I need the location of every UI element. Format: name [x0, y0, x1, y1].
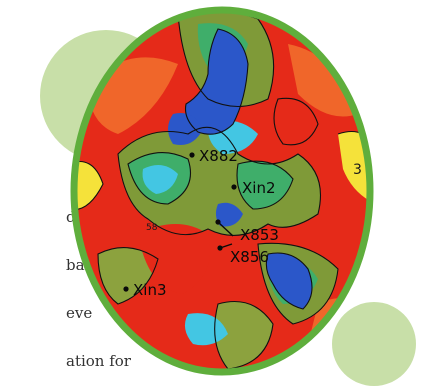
well-label-x853: X853 — [240, 226, 279, 244]
attribute-map-svg: X882 Xin2 X853 X856 Xin3 58 3 — [70, 6, 374, 376]
well-dot-xin3 — [123, 286, 129, 292]
well-markers: X882 Xin2 X853 X856 Xin3 — [123, 147, 279, 299]
seismic-attribute-surface — [74, 10, 370, 372]
decorative-circle-small — [332, 302, 416, 386]
body-text-line-3: eve — [66, 304, 93, 322]
well-dot-x882 — [189, 152, 195, 158]
well-path-lines — [217, 221, 234, 249]
contour-value-label: 58 — [146, 223, 158, 233]
well-label-xin3: Xin3 — [133, 281, 167, 299]
well-label-x882: X882 — [199, 147, 238, 165]
well-label-xin2: Xin2 — [242, 179, 276, 197]
attribute-map: X882 Xin2 X853 X856 Xin3 58 3 — [68, 4, 376, 378]
edge-value-label: 3 — [353, 162, 362, 178]
contour-lines — [74, 10, 370, 370]
body-text-line-4: ation for — [66, 352, 131, 370]
well-label-x856: X856 — [230, 248, 269, 266]
well-dot-xin2 — [231, 184, 237, 190]
map-ring-border — [70, 6, 374, 376]
